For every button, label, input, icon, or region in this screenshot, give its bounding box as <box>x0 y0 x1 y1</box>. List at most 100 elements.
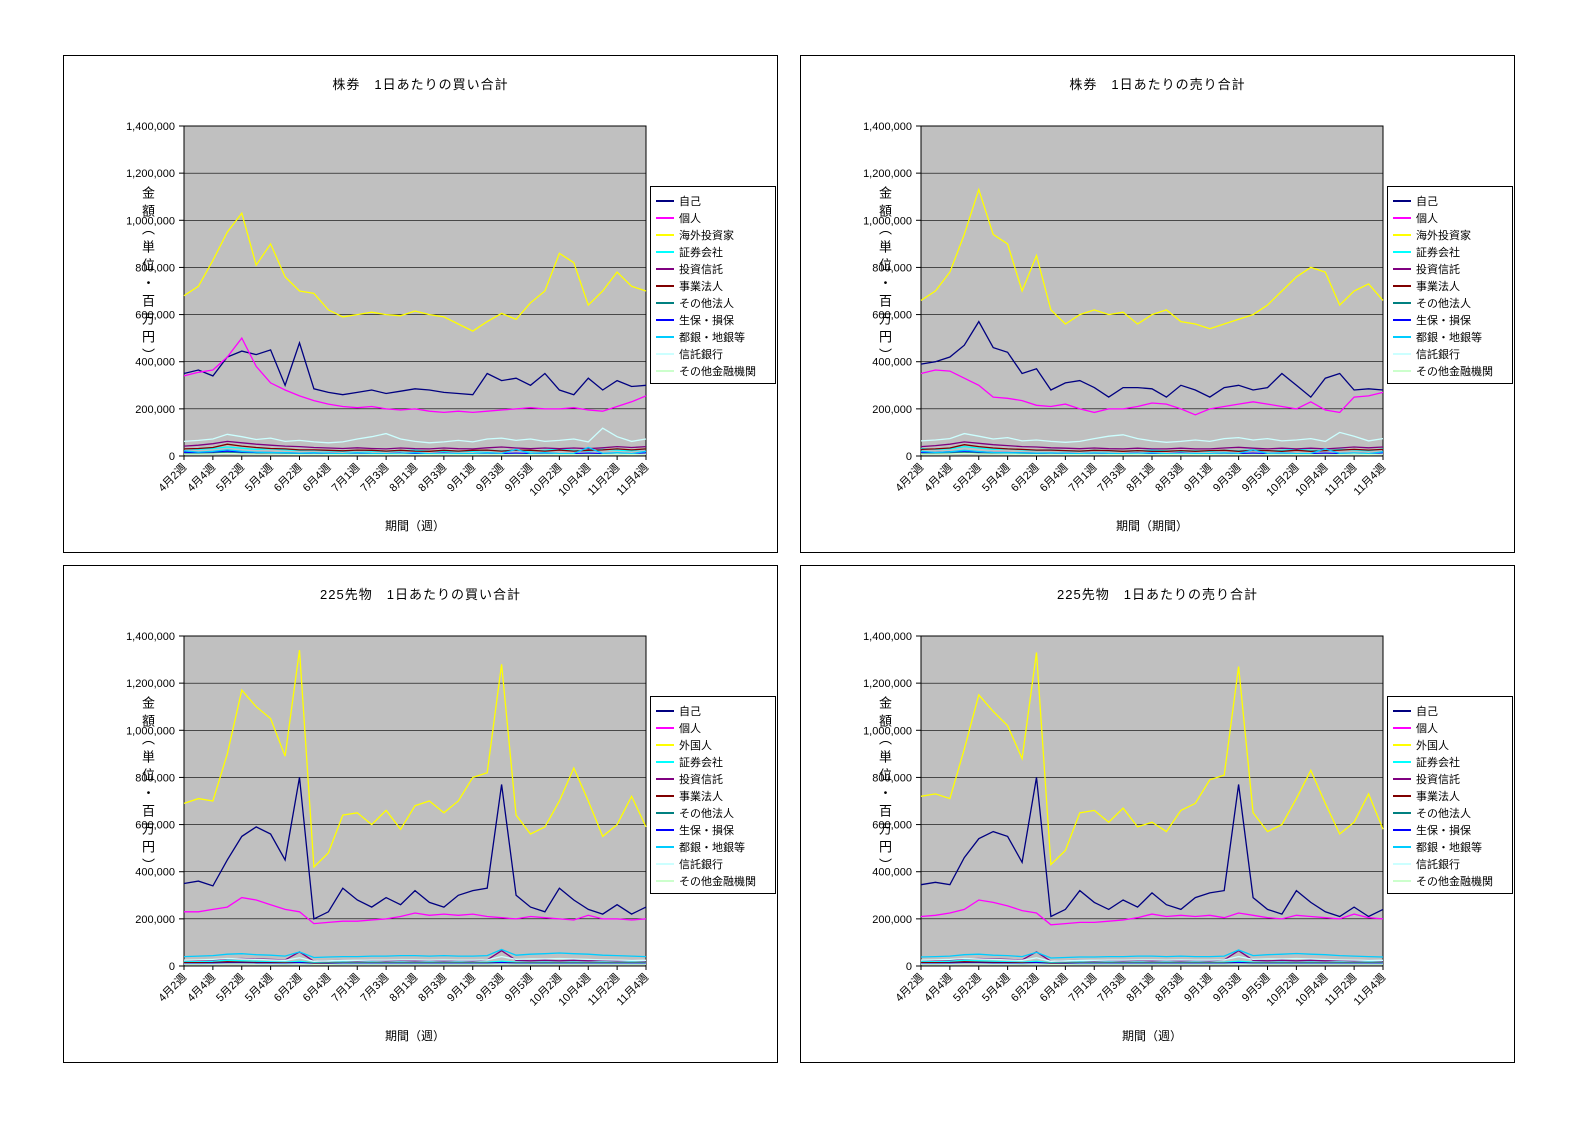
y-tick-label: 1,000,000 <box>863 725 912 737</box>
x-tick-label: 8月3週 <box>416 971 449 1004</box>
legend-label: その他法人 <box>679 297 734 310</box>
legend-label: 証券会社 <box>1416 756 1460 769</box>
x-tick-label: 7月3週 <box>358 971 391 1004</box>
series-line <box>920 899 1384 926</box>
plot-svg: 0 200,000 400,000 600,000 800,000 1,000,000 1,… <box>126 631 651 1009</box>
legend-label: 海外投資家 <box>1416 229 1471 242</box>
legend-item: その他金融機関 <box>1393 872 1508 889</box>
legend-label: 外国人 <box>679 739 712 752</box>
series-line <box>920 955 1383 962</box>
x-axis-title: 期間（週） <box>384 519 445 533</box>
legend-item: 都銀・地銀等 <box>656 838 771 855</box>
x-tick-label: 4月4週 <box>922 461 955 494</box>
x-tick-label: 10月4週 <box>556 461 594 499</box>
chart-panel-futures-sell: 225先物 1日あたりの売り合計 金額（単位・百万円） 0 200,000 400,… <box>800 565 1515 1063</box>
legend-item: その他法人 <box>656 804 771 821</box>
legend-item: その他金融機関 <box>1393 362 1508 379</box>
legend-swatch <box>1393 335 1411 338</box>
x-tick-label: 5月2週 <box>950 461 983 494</box>
y-tick-label: 400,000 <box>872 867 912 879</box>
legend-item: 都銀・地銀等 <box>656 328 771 345</box>
legend-swatch <box>656 709 674 712</box>
legend-label: 海外投資家 <box>679 229 734 242</box>
legend-label: 生保・損保 <box>1416 824 1471 837</box>
y-tick-label: 1,400,000 <box>863 121 912 133</box>
legend-label: その他法人 <box>1416 807 1471 820</box>
legend-item: 自己 <box>656 192 771 209</box>
legend-label: 事業法人 <box>679 790 723 803</box>
legend-label: 外国人 <box>1416 739 1449 752</box>
y-axis-title: 金額（単位・百万円） <box>877 696 892 876</box>
series-line <box>183 440 647 450</box>
plot-area <box>183 125 647 457</box>
y-tick-label: 1,200,000 <box>863 678 912 690</box>
legend-label: 事業法人 <box>679 280 723 293</box>
x-tick-label: 4月2週 <box>156 971 189 1004</box>
legend-swatch <box>656 335 674 338</box>
y-tick-label: 400,000 <box>872 357 912 369</box>
legend: 自己 個人 海外投資家 証券会社 投資信託 事業法人 その他法人 生保・損保 都銀・地銀等 信託銀… <box>650 186 776 384</box>
legend-item: 生保・損保 <box>656 821 771 838</box>
legend-label: 生保・損保 <box>679 314 734 327</box>
x-tick-label: 11月4週 <box>1351 971 1388 1008</box>
legend-label: その他金融機関 <box>1416 875 1493 888</box>
legend-swatch <box>1393 301 1411 304</box>
x-tick-label: 5月4週 <box>979 971 1012 1004</box>
legend-label: 個人 <box>679 212 701 225</box>
legend-label: 事業法人 <box>1416 790 1460 803</box>
x-tick-label: 6月4週 <box>1037 971 1070 1004</box>
x-tick-label: 5月4週 <box>242 971 275 1004</box>
legend-swatch <box>656 794 674 797</box>
legend-item: 都銀・地銀等 <box>1393 838 1508 855</box>
x-tick-label: 7月1週 <box>1066 971 1099 1004</box>
plot-svg: 0 200,000 400,000 600,000 800,000 1,000,000 1,… <box>126 121 651 499</box>
legend-item: 証券会社 <box>1393 753 1508 770</box>
legend-item: 事業法人 <box>656 277 771 294</box>
x-tick-label: 5月2週 <box>213 461 246 494</box>
legend-swatch <box>1393 828 1411 831</box>
legend-item: 都銀・地銀等 <box>1393 328 1508 345</box>
y-tick-label: 600,000 <box>872 820 912 832</box>
legend-label: その他金融機関 <box>679 365 756 378</box>
legend-swatch <box>656 862 674 865</box>
legend-label: 個人 <box>1416 212 1438 225</box>
series-line <box>920 959 1384 964</box>
legend-swatch <box>656 369 674 372</box>
x-tick-label: 6月2週 <box>271 971 304 1004</box>
series-line <box>183 446 647 452</box>
series-line <box>920 441 1384 450</box>
chart-panel-stock-sell: 株券 1日あたりの売り合計 金額（単位・百万円） 0 200,000 400,000… <box>800 55 1515 553</box>
legend-swatch <box>1393 845 1411 848</box>
legend-item: 投資信託 <box>1393 770 1508 787</box>
legend-label: 投資信託 <box>1416 263 1460 276</box>
legend-label: 証券会社 <box>1416 246 1460 259</box>
y-tick-label: 800,000 <box>872 772 912 784</box>
x-tick-label: 8月1週 <box>387 971 420 1004</box>
x-tick-label: 8月3週 <box>1153 461 1186 494</box>
series-line <box>183 777 647 920</box>
legend-swatch <box>656 811 674 814</box>
y-axis-title: 金額（単位・百万円） <box>140 696 155 876</box>
x-tick-label: 8月1週 <box>1124 461 1157 494</box>
series-line <box>183 427 647 444</box>
x-tick-label: 6月4週 <box>1037 461 1070 494</box>
series-line <box>920 652 1384 867</box>
legend-label: 投資信託 <box>679 263 723 276</box>
series-line <box>183 959 647 964</box>
series-line <box>920 445 1384 452</box>
series-line <box>183 211 647 332</box>
x-tick-label: 8月1週 <box>1124 971 1157 1004</box>
legend-item: 証券会社 <box>1393 243 1508 260</box>
legend-swatch <box>656 199 674 202</box>
y-axis-title: 金額（単位・百万円） <box>877 186 892 366</box>
legend-swatch <box>656 726 674 729</box>
legend-label: 信託銀行 <box>1416 348 1460 361</box>
legend-label: その他法人 <box>1416 297 1471 310</box>
plot-area <box>920 125 1384 457</box>
legend-swatch <box>656 233 674 236</box>
series-line <box>920 777 1384 918</box>
chart-title: 225先物 1日あたりの売り合計 <box>1057 587 1258 602</box>
legend-swatch <box>1393 352 1411 355</box>
legend-item: 自己 <box>1393 192 1508 209</box>
legend-item: 自己 <box>656 702 771 719</box>
